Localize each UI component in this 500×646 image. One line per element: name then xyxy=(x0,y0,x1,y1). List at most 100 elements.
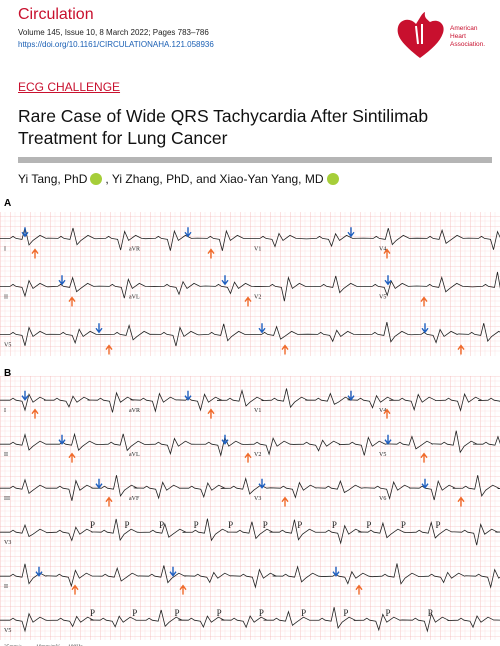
aha-logo: American Heart Association. xyxy=(397,12,485,58)
logo-text: Heart xyxy=(450,33,466,40)
doi-link[interactable]: https://doi.org/10.1161/CIRCULATIONAHA.1… xyxy=(18,40,214,49)
up-arrow xyxy=(420,296,428,307)
ecg-trace xyxy=(0,430,500,457)
journal-name: Circulation xyxy=(18,6,94,23)
lead-label: aVF xyxy=(129,496,140,502)
up-arrow xyxy=(244,452,252,463)
p-wave-label: P xyxy=(174,608,179,618)
down-arrow xyxy=(95,478,103,489)
p-wave-label: P xyxy=(90,520,95,530)
up-arrow xyxy=(105,344,113,355)
up-arrow xyxy=(207,408,215,419)
author: Yi Tang, PhD xyxy=(18,172,88,186)
ecg-grid xyxy=(0,212,500,356)
ecg-grid xyxy=(0,376,500,640)
p-wave-label: P xyxy=(259,608,264,618)
down-arrow xyxy=(21,390,29,401)
ecg-trace xyxy=(0,322,500,347)
orcid-icon[interactable] xyxy=(326,173,339,185)
logo-text: American xyxy=(450,25,478,32)
lead-label: aVL xyxy=(129,294,140,300)
ecg-trace xyxy=(0,388,500,413)
p-wave-label: P xyxy=(301,608,306,618)
down-arrow xyxy=(35,566,43,577)
down-arrow xyxy=(221,434,229,445)
up-arrow xyxy=(281,344,289,355)
p-wave-label: P xyxy=(366,520,371,530)
p-wave-label: P xyxy=(428,608,433,618)
p-wave-label: P xyxy=(90,608,95,618)
footer-setting: 100Hz xyxy=(68,644,83,646)
lead-label: II xyxy=(4,584,8,590)
p-wave-label: P xyxy=(125,520,130,530)
lead-label: V2 xyxy=(254,294,261,300)
p-wave-label: P xyxy=(194,520,199,530)
lead-label: V4 xyxy=(379,408,386,414)
down-arrow xyxy=(184,227,192,238)
p-wave-label: P xyxy=(297,520,302,530)
p-wave-label: P xyxy=(343,608,348,618)
footer-setting: 10mm/mV xyxy=(36,644,60,646)
author: , Yi Zhang, PhD, and Xiao-Yan Yang, MD xyxy=(105,172,324,186)
down-arrow xyxy=(184,390,192,401)
down-arrow xyxy=(258,478,266,489)
heart-icon xyxy=(397,12,444,58)
up-arrow xyxy=(71,584,79,595)
panel-label: B xyxy=(4,368,11,379)
article-title: Treatment for Lung Cancer xyxy=(18,128,228,148)
lead-label: II xyxy=(4,294,8,300)
lead-label: V3 xyxy=(4,540,11,546)
down-arrow xyxy=(221,275,229,286)
up-arrow xyxy=(207,248,215,259)
p-wave-label: P xyxy=(386,608,391,618)
lead-label: V4 xyxy=(379,246,386,252)
heart-torch xyxy=(415,24,423,45)
ecg-trace xyxy=(0,271,500,302)
up-arrow xyxy=(68,296,76,307)
lead-label: V6 xyxy=(379,496,386,502)
p-wave-label: P xyxy=(332,520,337,530)
lead-label: III xyxy=(4,496,10,502)
ecg-trace xyxy=(0,518,500,546)
down-arrow xyxy=(384,434,392,445)
logo-text: Association. xyxy=(450,41,485,48)
up-arrow xyxy=(244,296,252,307)
p-wave-label: P xyxy=(132,608,137,618)
orcid-icon[interactable] xyxy=(90,173,103,185)
down-arrow xyxy=(95,323,103,334)
p-wave-label: P xyxy=(228,520,233,530)
down-arrow xyxy=(58,275,66,286)
down-arrow xyxy=(347,227,355,238)
up-arrow xyxy=(105,496,113,507)
p-wave-label: P xyxy=(435,520,440,530)
down-arrow xyxy=(169,566,177,577)
down-arrow xyxy=(258,323,266,334)
down-arrow xyxy=(421,323,429,334)
ecg-trace xyxy=(0,475,500,501)
lead-label: V5 xyxy=(4,342,11,348)
down-arrow xyxy=(384,275,392,286)
p-wave-label: P xyxy=(159,520,164,530)
ecg-trace xyxy=(0,227,500,251)
authors: Yi Tang, PhD , Yi Zhang, PhD, and Xiao-Ya… xyxy=(18,172,342,186)
lead-label: V2 xyxy=(254,452,261,458)
panel-label: A xyxy=(4,198,11,209)
ecg-trace xyxy=(0,563,500,589)
citation: Volume 145, Issue 10, 8 March 2022; Page… xyxy=(18,28,209,37)
down-arrow xyxy=(421,478,429,489)
lead-label: V5 xyxy=(4,628,11,634)
up-arrow xyxy=(457,344,465,355)
down-arrow xyxy=(58,434,66,445)
ecg-trace xyxy=(0,607,500,633)
down-arrow xyxy=(332,566,340,577)
footer-setting: 25mm/s xyxy=(4,644,22,646)
lead-label: II xyxy=(4,452,8,458)
lead-label: V1 xyxy=(254,408,261,414)
ecg-figure: A I aVR V1 V4 II aVL V2 V5 V5 B I aVR V1 V4 II aVL V2 V5 II… xyxy=(0,198,500,646)
up-arrow xyxy=(355,584,363,595)
down-arrow xyxy=(21,227,29,238)
lead-label: aVL xyxy=(129,452,140,458)
divider xyxy=(18,157,492,163)
